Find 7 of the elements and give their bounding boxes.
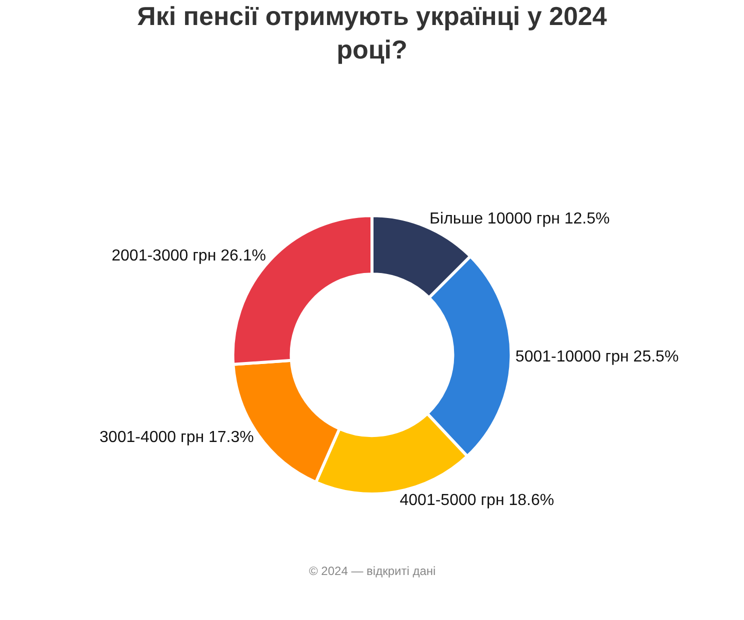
slice-label: 5001-10000 грн 25.5%: [515, 348, 679, 366]
slice-label: 3001-4000 грн 17.3%: [100, 429, 254, 446]
slice-label: 4001-5000 грн 18.6%: [400, 492, 554, 509]
text: © 2024 — відкриті дані: [309, 564, 436, 578]
slice-label: Більше 10000 грн 12.5%: [430, 210, 610, 228]
chart-title: Які пенсії отримують українці у 2024 році?: [137, 0, 608, 65]
slice-label: 2001-3000 грн 26.1%: [112, 247, 266, 264]
